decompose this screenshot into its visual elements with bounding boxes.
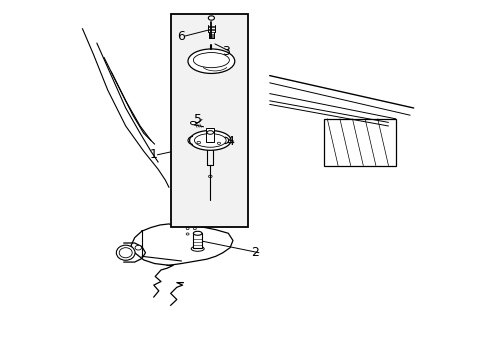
Text: 6: 6 xyxy=(177,30,185,42)
Bar xyxy=(323,119,395,166)
Bar xyxy=(193,233,202,248)
Ellipse shape xyxy=(135,246,141,250)
Bar xyxy=(170,14,247,227)
Text: 5: 5 xyxy=(194,113,202,126)
Text: 3: 3 xyxy=(222,45,229,58)
Text: 2: 2 xyxy=(251,246,259,259)
Ellipse shape xyxy=(190,121,196,125)
Ellipse shape xyxy=(206,131,213,134)
Ellipse shape xyxy=(191,246,204,251)
Bar xyxy=(206,128,214,142)
Ellipse shape xyxy=(208,16,214,20)
Ellipse shape xyxy=(116,245,135,260)
Ellipse shape xyxy=(189,131,230,150)
Ellipse shape xyxy=(187,49,234,73)
Text: 1: 1 xyxy=(149,148,158,161)
Text: 4: 4 xyxy=(225,135,234,148)
Ellipse shape xyxy=(193,231,202,235)
